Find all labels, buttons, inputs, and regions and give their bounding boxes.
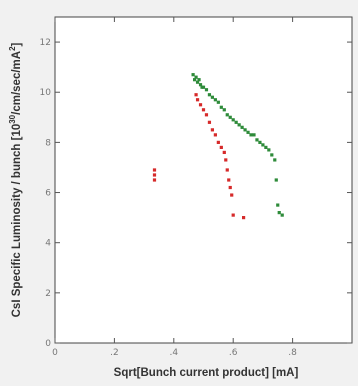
data-point-green (195, 80, 200, 84)
data-point-green (197, 78, 201, 82)
data-point-red (219, 145, 223, 149)
data-point-green (261, 143, 265, 147)
data-point-red (225, 168, 229, 172)
data-point-red (228, 185, 232, 190)
data-point-red (213, 133, 217, 137)
data-point-green (216, 100, 220, 104)
y-tick-label: 6 (45, 189, 51, 199)
data-point-red (207, 120, 212, 124)
data-point-green (213, 98, 217, 102)
data-points (152, 73, 284, 220)
x-tick-label: .6 (229, 348, 238, 358)
data-point-green (267, 148, 271, 152)
data-point-red (222, 150, 226, 155)
data-point-green (222, 108, 226, 112)
data-point-green (258, 140, 262, 144)
data-point-red (152, 178, 157, 182)
plot-area (54, 16, 353, 344)
data-point-green (225, 113, 229, 117)
data-point-green (276, 203, 280, 207)
data-point-red (216, 140, 220, 144)
y-tick-label: 12 (40, 38, 51, 48)
data-point-red (224, 158, 228, 162)
data-point-green (219, 105, 223, 109)
data-point-green (270, 153, 274, 157)
data-point-green (231, 118, 235, 122)
data-point-red (204, 113, 209, 117)
data-point-green (198, 83, 203, 87)
data-point-green (204, 88, 209, 92)
data-point-green (273, 158, 277, 162)
data-point-green (228, 115, 232, 119)
data-point-red (152, 168, 157, 172)
x-axis-title: Sqrt[Bunch current product] [mA] (114, 367, 299, 379)
data-point-red (210, 128, 215, 132)
data-point-green (264, 145, 268, 149)
y-tick-label: 4 (45, 239, 51, 249)
data-point-green (237, 123, 241, 127)
data-point-red (152, 173, 157, 177)
data-point-red (241, 216, 246, 220)
data-point-green (201, 85, 206, 89)
x-tick-label: 0 (52, 348, 58, 358)
x-axis: 0 .2 .4 .6 .8 (52, 17, 297, 358)
data-point-red (231, 213, 235, 217)
data-point-red (227, 178, 231, 182)
data-point-green (210, 95, 215, 99)
y-axis: 0 2 4 6 8 10 12 (40, 38, 352, 349)
data-point-green (234, 120, 238, 124)
data-point-green (243, 128, 247, 132)
y-tick-label: 8 (45, 138, 51, 148)
data-point-green (249, 133, 253, 137)
y-axis-title: CsI Specific Luminosity / bunch [1030/cm… (8, 42, 23, 317)
x-tick-label: .2 (110, 348, 119, 358)
y-tick-label: 2 (45, 289, 51, 299)
data-point-green (194, 75, 198, 79)
data-point-green (280, 213, 284, 217)
data-point-green (274, 178, 278, 182)
data-point-red (201, 108, 206, 112)
data-point-green (246, 130, 250, 134)
y-tick-label: 0 (45, 339, 51, 349)
data-point-green (207, 93, 212, 97)
x-tick-label: .4 (170, 348, 179, 358)
data-point-red (194, 93, 198, 97)
data-point-red (195, 98, 200, 102)
x-tick-label: .8 (288, 348, 297, 358)
data-point-green (240, 125, 244, 129)
data-point-green (277, 211, 281, 215)
data-point-green (191, 73, 195, 77)
y-tick-label: 10 (40, 88, 52, 98)
data-point-red (230, 193, 234, 197)
data-point-red (198, 103, 203, 107)
data-point-green (192, 78, 197, 82)
data-point-green (255, 138, 259, 142)
data-point-green (252, 133, 256, 137)
